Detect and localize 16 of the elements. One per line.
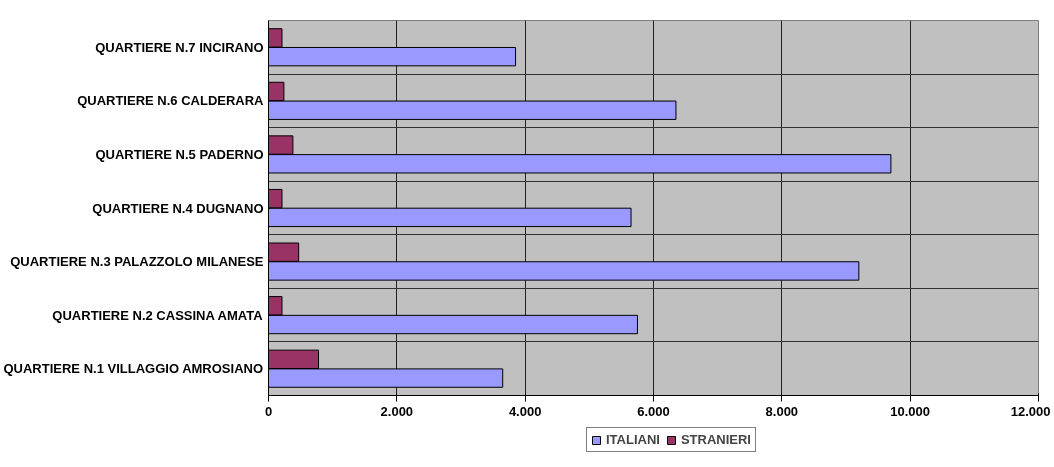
x-tick-label: 4.000 (508, 403, 542, 419)
y-tick-label: QUARTIERE N.3 PALAZZOLO MILANESE (10, 254, 264, 270)
y-tick-label: QUARTIERE N.4 DUGNANO (92, 200, 264, 216)
legend-label: ITALIANI (606, 432, 660, 447)
x-tick-label: 2.000 (380, 403, 414, 419)
y-tick-label: QUARTIERE N.2 CASSINA AMATA (52, 307, 264, 323)
x-tick-label: 0 (264, 403, 273, 419)
y-tick-label: QUARTIERE N.5 PADERNO (95, 146, 264, 162)
y-tick-label: QUARTIERE N.6 CALDERARA (77, 93, 265, 109)
x-tick-label: 12.000 (1010, 403, 1051, 419)
x-tick-label: 6.000 (637, 403, 670, 419)
y-tick-label: QUARTIERE N.7 INCIRANO (95, 39, 264, 55)
x-tick-label: 8.000 (765, 403, 799, 419)
legend-label: STRANIERI (680, 432, 751, 447)
x-tick-label: 10.000 (890, 403, 931, 419)
y-tick-label: QUARTIERE N.1 VILLAGGIO AMROSIANO (3, 361, 264, 377)
